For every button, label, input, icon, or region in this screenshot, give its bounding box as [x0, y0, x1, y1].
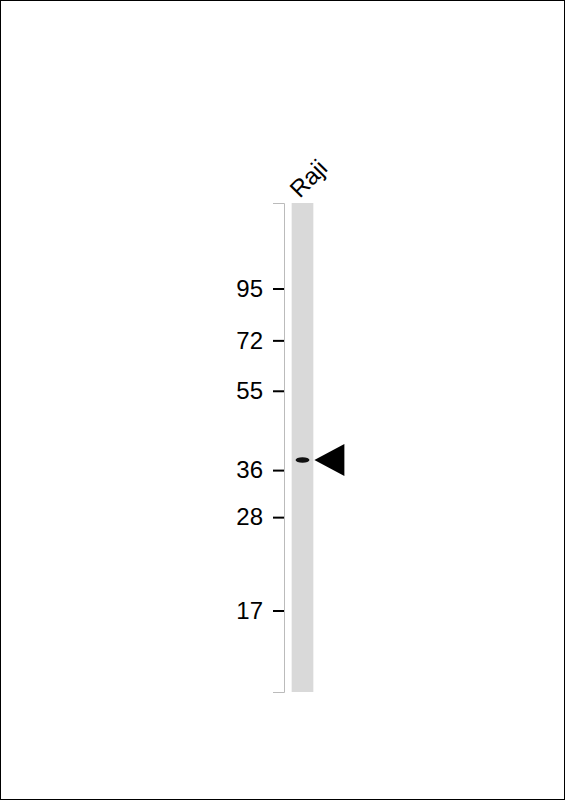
y-axis: 95 72 55 36 28 17 [236, 204, 284, 693]
tick-label: 17 [236, 597, 263, 624]
tick: 17 [236, 597, 284, 624]
tick: 72 [236, 327, 284, 354]
tick: 55 [236, 377, 284, 404]
arrows [314, 444, 344, 476]
lane-label: Raji [284, 154, 332, 202]
lane-labels: Raji [284, 154, 332, 202]
tick-mark [273, 470, 284, 472]
axis-line [273, 204, 285, 693]
tick-mark [273, 288, 284, 290]
tick-label: 72 [236, 327, 263, 354]
tick-label: 36 [236, 456, 263, 483]
tick: 36 [236, 456, 284, 483]
tick-mark [273, 340, 284, 342]
tick-label: 95 [236, 275, 263, 302]
tick: 95 [236, 275, 284, 302]
tick-mark [273, 517, 284, 519]
tick-label: 28 [236, 503, 263, 530]
band-arrow [314, 444, 344, 476]
tick-label: 55 [236, 377, 263, 404]
tick-mark [273, 610, 284, 612]
figure: 95 72 55 36 28 17 Raji [0, 0, 565, 800]
lanes [292, 203, 314, 692]
tick-mark [273, 390, 284, 392]
lane [292, 203, 314, 692]
tick: 28 [236, 503, 284, 530]
bands [296, 457, 310, 463]
band [296, 457, 310, 463]
frame [1, 1, 565, 800]
